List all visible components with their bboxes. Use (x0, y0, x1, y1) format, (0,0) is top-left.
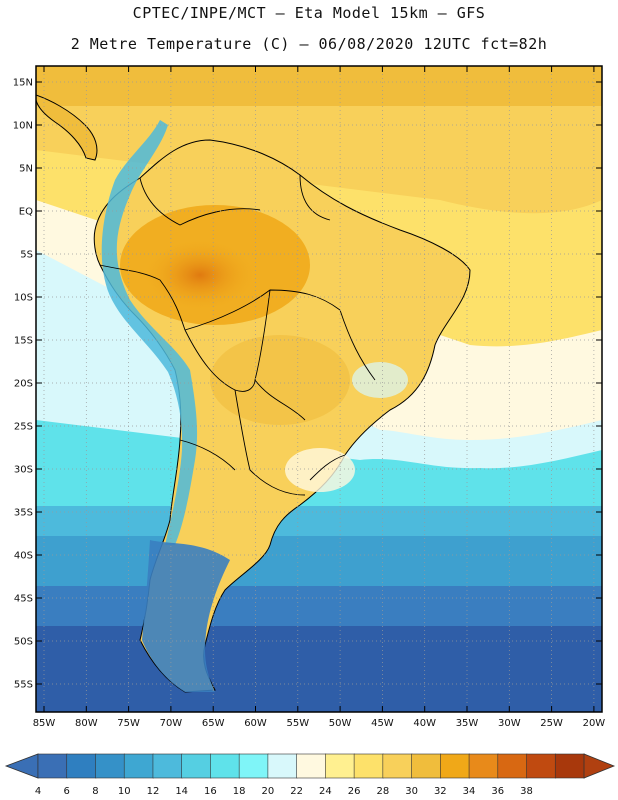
colorbar-tick-label: 36 (491, 786, 504, 797)
colorbar-segment (325, 753, 355, 779)
lat-label: 45S (14, 594, 33, 605)
colorbar-tick-label: 26 (348, 786, 361, 797)
lon-label: 30W (498, 718, 521, 729)
colorbar-tick-label: 14 (175, 786, 188, 797)
colorbar-tick-label: 16 (204, 786, 217, 797)
lat-label: 10S (14, 293, 33, 304)
latitude-labels: 15N 10N 5N EQ 5S 10S 15S 20S 25S 30S 35S 40S 45S 50S 5… (13, 78, 33, 691)
lon-label: 35W (456, 718, 479, 729)
patagonia-cold-region (142, 540, 230, 692)
colorbar-segment (66, 753, 97, 779)
colorbar-segment (181, 753, 212, 779)
colorbar-segment (296, 753, 327, 779)
lat-label: 30S (14, 465, 33, 476)
lat-label: 20S (14, 379, 33, 390)
colorbar-segment (123, 753, 154, 779)
colorbar-segment (554, 753, 585, 779)
lat-label: 40S (14, 551, 33, 562)
colorbar-segment (238, 753, 269, 779)
colorbar-tick-label: 6 (64, 786, 70, 797)
colorbar-labels: 4 6 8 10 12 14 16 18 20 22 24 26 28 30 32 34 36 38 (35, 786, 533, 797)
lon-label: 20W (583, 718, 606, 729)
lat-label: 5S (20, 250, 33, 261)
country-borders (99, 174, 376, 496)
title-line-1: CPTEC/INPE/MCT – Eta Model 15km – GFS (132, 4, 486, 22)
colorbar-segment (267, 753, 298, 779)
colorbar-tick-label: 18 (233, 786, 246, 797)
colorbar-tick-label: 12 (147, 786, 160, 797)
colorbar-tick-label: 34 (463, 786, 476, 797)
colorbar-segment (526, 753, 557, 779)
lon-label: 75W (117, 718, 140, 729)
colorbar-tick-label: 32 (434, 786, 447, 797)
axis-ticks (36, 66, 602, 712)
hot-core (145, 240, 255, 310)
colorbar-segment (440, 753, 470, 779)
colorbar-segment (95, 753, 126, 779)
lon-label: 50W (329, 718, 352, 729)
colorbar-segment (468, 753, 499, 779)
colorbar-tick-label: 10 (118, 786, 131, 797)
colorbar-segment (152, 753, 183, 779)
andes-cold-ridge (101, 120, 198, 545)
colorbar-tick-label: 38 (520, 786, 533, 797)
lon-label: 80W (75, 718, 98, 729)
lat-label: 15S (14, 336, 33, 347)
southeast-mild (352, 362, 408, 398)
lat-label: EQ (19, 207, 33, 218)
colorbar-segment (210, 753, 240, 779)
central-warm-region (210, 335, 350, 425)
colorbar-max-arrow (583, 753, 616, 779)
colorbar-segment (382, 753, 413, 779)
colorbar (4, 753, 616, 779)
colorbar-min-arrow (4, 753, 39, 779)
colorbar-segment (353, 753, 384, 779)
colorbar-segment (411, 753, 442, 779)
lat-label: 35S (14, 508, 33, 519)
lat-label: 10N (13, 121, 33, 132)
lat-label: 15N (13, 78, 33, 89)
title-line-2: 2 Metre Temperature (C) – 06/08/2020 12U… (70, 35, 548, 53)
lon-label: 60W (244, 718, 267, 729)
map-frame (35, 65, 603, 713)
lat-label: 50S (14, 637, 33, 648)
colorbar-segment (37, 753, 68, 779)
lon-label: 40W (413, 718, 436, 729)
colorbar-tick-label: 20 (262, 786, 275, 797)
colorbar-tick-label: 8 (92, 786, 98, 797)
colorbar-tick-label: 4 (35, 786, 41, 797)
longitude-labels: 85W 80W 75W 70W 65W 60W 55W 50W 45W 40W 35W 30W 25W 2… (33, 718, 606, 729)
lon-label: 45W (371, 718, 394, 729)
band-29 (36, 66, 602, 106)
colorbar-tick-label: 30 (405, 786, 418, 797)
lon-label: 70W (160, 718, 183, 729)
colorbar-tick-label: 24 (319, 786, 332, 797)
colorbar-segment (497, 753, 528, 779)
lat-label: 55S (14, 680, 33, 691)
lat-label: 5N (19, 164, 33, 175)
lon-label: 85W (33, 718, 56, 729)
lon-label: 65W (202, 718, 225, 729)
colorbar-tick-label: 28 (376, 786, 389, 797)
lat-label: 25S (14, 422, 33, 433)
lon-label: 25W (540, 718, 563, 729)
colorbar-tick-label: 22 (290, 786, 303, 797)
lon-label: 55W (286, 718, 309, 729)
